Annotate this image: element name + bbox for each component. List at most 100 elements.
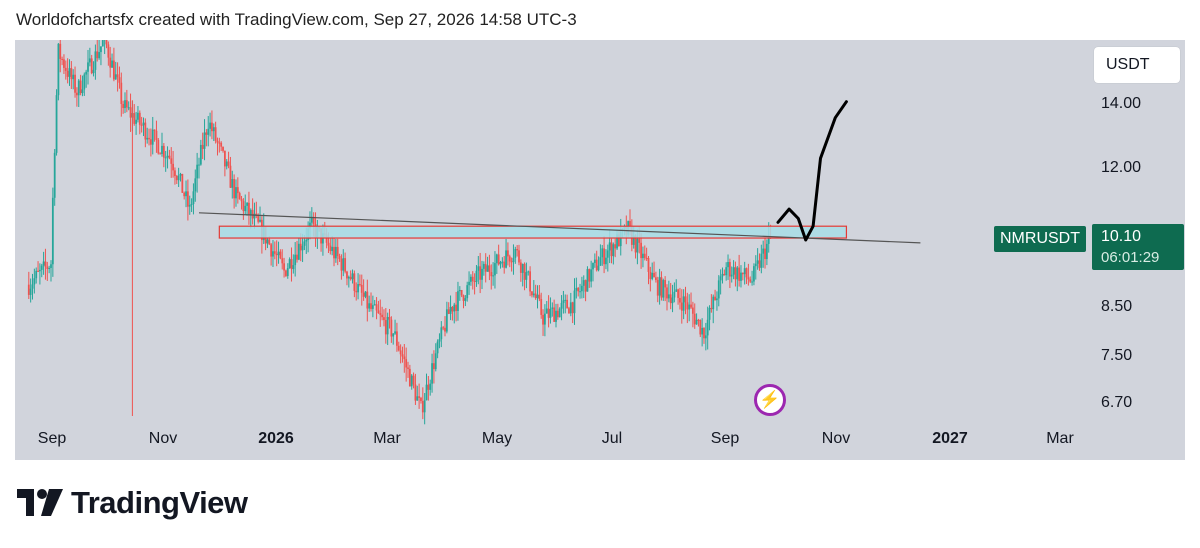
candle-body: [658, 277, 661, 296]
candle-body: [451, 306, 454, 312]
x-tick-label: Jul: [601, 430, 623, 447]
candle-body: [538, 294, 541, 300]
candle-body: [490, 272, 493, 277]
candle-body: [610, 242, 613, 257]
candle-body: [747, 277, 750, 280]
candle-body: [336, 246, 339, 257]
candle-body: [595, 259, 598, 271]
candle-body: [209, 122, 211, 129]
candle-body: [416, 396, 419, 401]
candle-body: [48, 267, 51, 269]
tradingview-logo-icon: [17, 489, 63, 516]
candle-body: [629, 221, 631, 227]
candle-body: [140, 124, 143, 126]
candle-body: [362, 292, 365, 297]
candle-body: [544, 313, 546, 325]
candle-body: [135, 119, 137, 124]
candle-body: [482, 263, 485, 269]
candle-body: [96, 51, 99, 59]
candle-body: [203, 132, 206, 149]
candle-body: [390, 319, 393, 337]
candle-body: [179, 173, 182, 176]
candle-body: [723, 273, 726, 276]
candle-body: [405, 359, 408, 368]
candle-body: [166, 155, 169, 158]
candle-body: [408, 368, 411, 387]
candle-body: [703, 327, 705, 339]
candle-body: [612, 244, 615, 257]
candle-body: [577, 287, 580, 292]
candle-body: [292, 265, 295, 270]
candle-body: [198, 164, 200, 166]
candle-body: [716, 298, 718, 301]
candle-body: [453, 304, 456, 312]
candle-body: [366, 291, 369, 309]
candle-body: [653, 272, 655, 278]
candle-body: [645, 257, 648, 259]
candle-body: [671, 297, 674, 304]
candle-body: [458, 289, 461, 292]
candle-body: [569, 302, 572, 314]
y-tick-label: 14.00: [1101, 95, 1142, 112]
candle-body: [593, 259, 596, 263]
candle-body: [116, 74, 119, 78]
candle-body: [401, 354, 404, 357]
candle-body: [662, 280, 665, 298]
candle-body: [536, 294, 539, 299]
candle-body: [751, 281, 753, 283]
candle-body: [503, 261, 506, 268]
x-tick-label: 2026: [258, 430, 294, 447]
candle-body: [31, 284, 34, 289]
candle-body: [442, 327, 445, 329]
candle-body: [168, 155, 171, 159]
chart-pane[interactable]: [15, 40, 1185, 460]
candle-body: [359, 284, 361, 286]
candle-body: [186, 191, 189, 207]
candle-body: [149, 139, 152, 145]
candle-body: [603, 248, 605, 265]
candle-body: [642, 253, 644, 259]
lightning-icon[interactable]: ⚡: [754, 384, 786, 416]
candle-body: [87, 62, 89, 72]
candle-body: [438, 339, 441, 342]
candle-body: [679, 297, 681, 303]
candle-body: [677, 289, 679, 298]
candle-body: [296, 254, 298, 260]
candle-body: [714, 296, 716, 301]
candle-body: [151, 129, 154, 145]
candle-body: [449, 306, 452, 314]
candle-body: [137, 112, 139, 120]
candle-body: [75, 92, 78, 96]
y-tick-label: 8.50: [1101, 298, 1133, 315]
candle-body: [407, 367, 409, 369]
candle-body: [127, 107, 130, 109]
candle-body: [580, 285, 583, 292]
candle-body: [753, 266, 755, 282]
candle-body: [584, 280, 587, 292]
candle-body: [370, 303, 372, 309]
candle-body: [297, 243, 300, 260]
candle-body: [388, 316, 391, 320]
y-tick-label: 7.50: [1101, 347, 1133, 364]
candle-body: [501, 261, 504, 263]
x-tick-label: Nov: [148, 430, 178, 447]
candle-body: [242, 201, 245, 212]
candle-body: [255, 213, 258, 216]
candle-body: [617, 234, 620, 247]
candle-body: [111, 60, 113, 68]
candle-body: [248, 202, 250, 216]
candle-body: [688, 304, 691, 310]
currency-selector[interactable]: USDT: [1094, 47, 1180, 83]
candle-body: [632, 235, 635, 245]
candle-body: [396, 331, 398, 346]
candle-body: [697, 319, 700, 321]
candle-body: [112, 60, 115, 80]
tradingview-logo-text: TradingView: [71, 485, 248, 520]
candle-body: [346, 271, 348, 279]
candle-body: [81, 89, 84, 94]
price-chart[interactable]: [15, 40, 1185, 460]
candle-body: [347, 276, 350, 279]
candle-body: [760, 253, 763, 268]
candle-body: [74, 74, 76, 93]
candle-body: [745, 268, 748, 278]
